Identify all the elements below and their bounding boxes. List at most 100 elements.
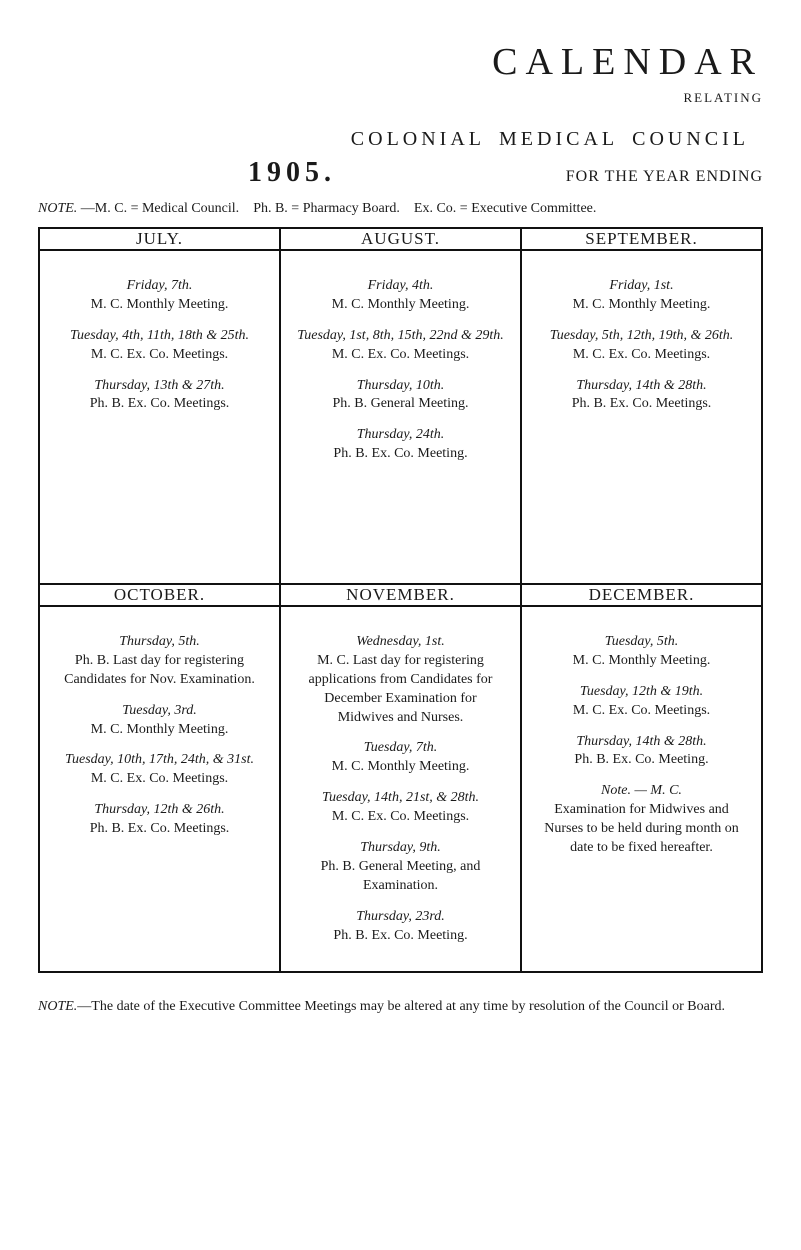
calendar-entry: Thursday, 14th & 28th. Ph. B. Ex. Co. Mee… [538,377,745,415]
word-colonial: COLONIAL [351,128,485,151]
note-label: NOTE. [38,201,77,216]
calendar-entry: Wednesday, 1st. M. C. Last day for regist… [297,633,504,727]
entry-body: M. C. Ex. Co. Meetings. [297,808,504,827]
month-head-aug: AUGUST. [280,228,521,250]
entry-body: Ph. B. General Meeting. [297,395,504,414]
entry-body: M. C. Ex. Co. Meetings. [56,346,263,365]
entry-body: Ph. B. Ex. Co. Meeting. [538,751,745,770]
abbrev-note: NOTE. —M. C. = Medical Council. Ph. B. =… [38,201,763,217]
entry-date: Thursday, 13th & 27th. [94,378,224,393]
entry-date: Tuesday, 5th. [605,634,679,649]
entry-date: Note. — M. C. [601,783,682,798]
table-row: Friday, 7th. M. C. Monthly Meeting. Tuesda… [39,250,762,584]
cell-dec: Tuesday, 5th.M. C. Monthly Meeting.Tuesd… [522,607,761,939]
entry-date: Thursday, 9th. [360,840,441,855]
page-title: CALENDAR [38,40,763,84]
table-row: Thursday, 5th. Ph. B. Last day for regist… [39,606,762,972]
cell-aug: Friday, 4th. M. C. Monthly Meeting. Tuesda… [281,251,520,583]
entry-body: M. C. Ex. Co. Meetings. [538,702,745,721]
entry-date: Tuesday, 14th, 21st, & 28th. [322,790,479,805]
entry-body: M. C. Monthly Meeting. [538,296,745,315]
cell-nov: Wednesday, 1st. M. C. Last day for regist… [281,607,520,971]
entry-date: Tuesday, 7th. [364,740,438,755]
entry-body: M. C. Monthly Meeting. [297,758,504,777]
cell-jul: Friday, 7th. M. C. Monthly Meeting. Tuesda… [40,251,279,583]
entry-body: Ph. B. Ex. Co. Meetings. [56,820,263,839]
calendar-entry: Thursday, 9th. Ph. B. General Meeting, an… [297,839,504,896]
calendar-entry: Thursday, 14th & 28th. Ph. B. Ex. Co. Mee… [538,733,745,771]
calendar-entry: Note. — M. C. Examination for Midwives an… [538,782,745,858]
entry-date: Thursday, 12th & 26th. [94,802,224,817]
calendar-entry: Tuesday, 5th.M. C. Monthly Meeting. [538,633,745,671]
word-medical: MEDICAL [499,128,618,151]
calendar-entry: Tuesday, 7th. M. C. Monthly Meeting. [297,739,504,777]
footnote-text: —The date of the Executive Committee Mee… [77,999,725,1014]
entry-date: Thursday, 23rd. [356,909,445,924]
calendar-entry: Friday, 7th. M. C. Monthly Meeting. [56,277,263,315]
word-council: COUNCIL [632,128,749,151]
entry-body: Examination for Midwives and Nurses to b… [538,801,745,858]
entry-body: Ph. B. General Meeting, and Examination. [297,858,504,896]
entry-date: Friday, 7th. [127,278,193,293]
entry-body: Ph. B. Ex. Co. Meeting. [297,927,504,946]
entry-date: Thursday, 14th & 28th. [576,378,706,393]
entry-body: Ph. B. Ex. Co. Meetings. [538,395,745,414]
month-head-dec: DECEMBER. [521,584,762,606]
entry-body: Ph. B. Ex. Co. Meeting. [297,445,504,464]
calendar-entry: Thursday, 23rd. Ph. B. Ex. Co. Meeting. [297,908,504,946]
table-row: JULY. AUGUST. SEPTEMBER. [39,228,762,250]
year-label: 1905. [248,157,336,189]
for-year-ending: FOR THE YEAR ENDING [566,168,763,186]
calendar-entry: Thursday, 24th. Ph. B. Ex. Co. Meeting. [297,426,504,464]
entry-body: Ph. B. Last day for registering Candidat… [56,652,263,690]
month-head-oct: OCTOBER. [39,584,280,606]
entry-body: M. C. Ex. Co. Meetings. [538,346,745,365]
page: CALENDAR RELATING COLONIAL MEDICAL COUNC… [0,0,801,1250]
month-head-jul: JULY. [39,228,280,250]
calendar-entry: Thursday, 5th. Ph. B. Last day for regist… [56,633,263,690]
subtitle-line: COLONIAL MEDICAL COUNCIL [38,128,763,151]
month-head-sep: SEPTEMBER. [521,228,762,250]
entry-body: M. C. Monthly Meeting. [297,296,504,315]
entry-date: Wednesday, 1st. [356,634,445,649]
entry-date: Friday, 4th. [368,278,434,293]
year-line: 1905. FOR THE YEAR ENDING [38,157,763,189]
calendar-entry: Tuesday, 12th & 19th. M. C. Ex. Co. Meeti… [538,683,745,721]
entry-date: Thursday, 14th & 28th. [576,734,706,749]
table-row: OCTOBER. NOVEMBER. DECEMBER. [39,584,762,606]
note-mc: —M. C. = Medical Council. [81,201,239,216]
entry-date: Tuesday, 10th, 17th, 24th, & 31st. [65,752,254,767]
entry-date: Tuesday, 12th & 19th. [580,684,703,699]
cell-oct: Thursday, 5th. Ph. B. Last day for regist… [40,607,279,939]
entry-body: M. C. Monthly Meeting. [56,296,263,315]
entry-date: Tuesday, 4th, 11th, 18th & 25th. [70,328,249,343]
month-head-nov: NOVEMBER. [280,584,521,606]
entry-date: Thursday, 10th. [357,378,445,393]
entry-date: Tuesday, 1st, 8th, 15th, 22nd & 29th. [297,328,504,343]
calendar-entry: Friday, 4th. M. C. Monthly Meeting. [297,277,504,315]
calendar-entry: Tuesday, 14th, 21st, & 28th. M. C. Ex. Co… [297,789,504,827]
calendar-entry: Tuesday, 3rd.M. C. Monthly Meeting. [56,702,263,740]
entry-body: M. C. Ex. Co. Meetings. [297,346,504,365]
footnote: NOTE.—The date of the Executive Committe… [38,997,763,1017]
calendar-entry: Thursday, 13th & 27th. Ph. B. Ex. Co. Mee… [56,377,263,415]
calendar-entry: Tuesday, 1st, 8th, 15th, 22nd & 29th. M. … [297,327,504,365]
entry-body: Ph. B. Ex. Co. Meetings. [56,395,263,414]
entry-date: Tuesday, 5th, 12th, 19th, & 26th. [550,328,734,343]
entry-body: M. C. Last day for registering applicati… [297,652,504,728]
calendar-table: JULY. AUGUST. SEPTEMBER. Friday, 7th. M. … [38,227,763,973]
note-phb: Ph. B. = Pharmacy Board. [253,201,400,216]
calendar-entry: Tuesday, 4th, 11th, 18th & 25th. M. C. Ex… [56,327,263,365]
calendar-entry: Tuesday, 5th, 12th, 19th, & 26th. M. C. E… [538,327,745,365]
calendar-entry: Tuesday, 10th, 17th, 24th, & 31st. M. C. … [56,751,263,789]
entry-date: Thursday, 5th. [119,634,200,649]
entry-body: M. C. Ex. Co. Meetings. [56,770,263,789]
entry-date: Friday, 1st. [609,278,673,293]
calendar-entry: Thursday, 10th. Ph. B. General Meeting. [297,377,504,415]
calendar-entry: Thursday, 12th & 26th. Ph. B. Ex. Co. Mee… [56,801,263,839]
entry-body: M. C. Monthly Meeting. [56,721,263,740]
footnote-label: NOTE. [38,999,77,1014]
subtitle-relating: RELATING [38,90,763,106]
cell-sep: Friday, 1st. M. C. Monthly Meeting. Tuesda… [522,251,761,583]
entry-date: Thursday, 24th. [357,427,445,442]
